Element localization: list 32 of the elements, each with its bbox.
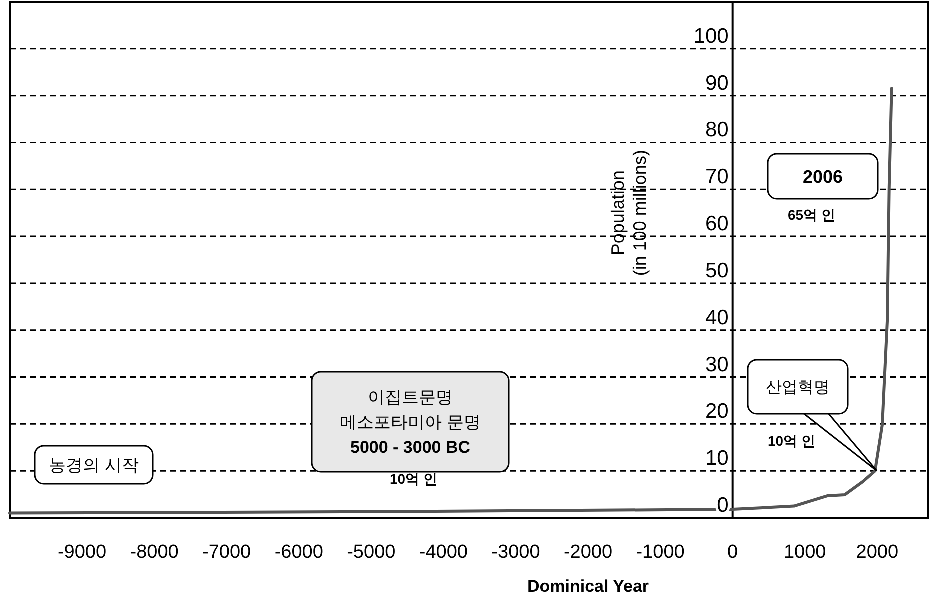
annotation: 메소포타미아 문명 (340, 412, 481, 432)
y-tick-label: 10 (705, 447, 729, 470)
annotation: 산업혁명 (766, 380, 830, 397)
y-tick-label: 20 (705, 400, 729, 424)
annotation: 10억 인 (390, 471, 438, 487)
y-tick-label: 40 (705, 306, 729, 330)
y-tick-label: 50 (705, 259, 729, 282)
y-tick-label: 70 (705, 166, 729, 189)
x-axis-title: Dominical Year (527, 577, 650, 596)
annotation: 65억 인 (788, 207, 836, 223)
x-tick-label: -9000 (58, 542, 107, 563)
y-tick-label: 80 (705, 118, 729, 142)
x-tick-label: -8000 (130, 542, 179, 563)
x-tick-label: -6000 (274, 542, 324, 563)
y-tick-label: 100 (694, 24, 729, 48)
x-tick-label: -3000 (492, 542, 540, 563)
annotation: 이집트문명 (368, 388, 453, 407)
y-tick-label: 60 (705, 212, 729, 236)
annotation: 농경의 시작 (49, 456, 139, 475)
y-tick-label: 90 (705, 72, 729, 95)
x-tick-label: -2000 (564, 542, 613, 563)
annotation: 5000 - 3000 BC (350, 438, 471, 457)
annotation: 10억 인 (768, 433, 816, 449)
x-tick-label: -7000 (202, 542, 252, 563)
y-axis-title: Population (in 100 millions) (608, 150, 650, 276)
x-tick-label: 2000 (856, 542, 899, 563)
x-tick-label: 1000 (784, 542, 826, 563)
y-tick-label: 30 (705, 353, 729, 376)
annotation: 2006 (802, 166, 844, 187)
x-tick-label: -4000 (419, 542, 468, 563)
x-tick-label: -1000 (636, 542, 685, 563)
x-tick-label: -5000 (347, 542, 396, 563)
